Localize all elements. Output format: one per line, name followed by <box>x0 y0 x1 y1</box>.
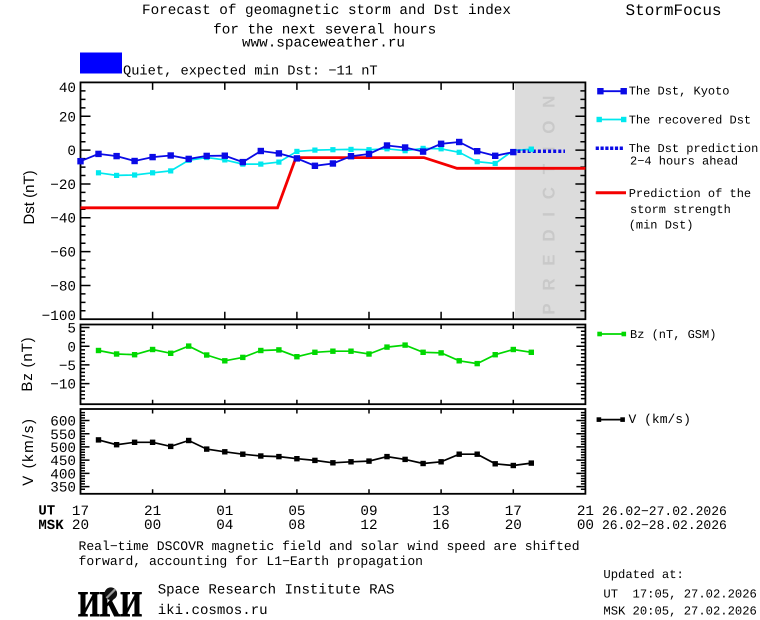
svg-text:550: 550 <box>50 428 76 444</box>
svg-text:−60: −60 <box>50 246 76 262</box>
svg-text:13: 13 <box>433 504 450 520</box>
svg-text:21: 21 <box>144 504 161 520</box>
svg-text:08: 08 <box>288 518 305 534</box>
svg-text:450: 450 <box>50 454 76 470</box>
svg-text:09: 09 <box>360 504 377 520</box>
svg-text:0: 0 <box>67 144 76 160</box>
svg-text:The Dst prediction: The Dst prediction <box>629 142 759 156</box>
svg-text:20: 20 <box>59 110 76 126</box>
svg-text:UT: UT <box>38 504 55 520</box>
svg-text:01: 01 <box>216 504 233 520</box>
svg-text:forward, accounting for L1−Ear: forward, accounting for L1−Earth propaga… <box>79 554 424 569</box>
svg-text:The recovered Dst: The recovered Dst <box>629 113 751 127</box>
svg-text:2−4 hours ahead: 2−4 hours ahead <box>630 155 738 169</box>
svg-text:Real−time DSCOVR magnetic fiel: Real−time DSCOVR magnetic field and sola… <box>79 539 580 554</box>
svg-text:Bz (nT): Bz (nT) <box>19 337 36 392</box>
svg-text:Bz (nT, GSM): Bz (nT, GSM) <box>630 328 716 342</box>
svg-text:www.spaceweather.ru: www.spaceweather.ru <box>242 36 405 52</box>
svg-text:12: 12 <box>360 518 377 534</box>
svg-text:Space Research Institute RAS: Space Research Institute RAS <box>158 582 395 598</box>
svg-text:MSK: MSK <box>38 518 64 534</box>
svg-text:05: 05 <box>288 504 305 520</box>
svg-text:600: 600 <box>50 415 76 431</box>
svg-text:350: 350 <box>50 481 76 497</box>
svg-text:−40: −40 <box>50 212 76 228</box>
svg-text:storm strength: storm strength <box>630 203 731 217</box>
svg-text:V (km/s): V (km/s) <box>629 412 691 427</box>
svg-text:Updated at:: Updated at: <box>603 568 683 582</box>
svg-text:for the next several hours: for the next several hours <box>213 22 436 38</box>
svg-text:−80: −80 <box>50 279 76 295</box>
svg-text:17: 17 <box>72 504 89 520</box>
svg-text:Forecast of geomagnetic storm: Forecast of geomagnetic storm and Dst in… <box>142 3 511 19</box>
svg-text:(min Dst): (min Dst) <box>629 218 694 232</box>
svg-text:Dst (nT): Dst (nT) <box>21 170 38 224</box>
svg-text:00: 00 <box>577 518 594 534</box>
svg-text:26.02−28.02.2026: 26.02−28.02.2026 <box>602 518 727 533</box>
svg-text:−10: −10 <box>50 378 76 394</box>
svg-text:00: 00 <box>144 518 161 534</box>
svg-text:16: 16 <box>433 518 450 534</box>
svg-text:26.02−27.02.2026: 26.02−27.02.2026 <box>602 504 727 519</box>
svg-text:−5: −5 <box>59 359 76 375</box>
svg-text:PREDICTION: PREDICTION <box>540 83 559 315</box>
svg-text:Quiet, expected min Dst: −11 n: Quiet, expected min Dst: −11 nT <box>123 65 378 80</box>
svg-text:−100: −100 <box>42 309 76 325</box>
svg-text:20: 20 <box>72 518 89 534</box>
svg-text:0: 0 <box>67 340 76 356</box>
svg-text:Prediction of the: Prediction of the <box>629 187 751 201</box>
svg-text:V (km/s): V (km/s) <box>20 417 37 485</box>
svg-text:UT: UT <box>603 588 618 602</box>
svg-text:20:05, 27.02.2026: 20:05, 27.02.2026 <box>633 604 757 618</box>
svg-text:MSK: MSK <box>603 604 626 618</box>
svg-text:400: 400 <box>50 468 76 484</box>
svg-text:iki.cosmos.ru: iki.cosmos.ru <box>158 603 268 619</box>
svg-text:21: 21 <box>577 504 594 520</box>
svg-text:17: 17 <box>505 504 522 520</box>
svg-text:40: 40 <box>59 81 76 97</box>
svg-text:17:05, 27.02.2026: 17:05, 27.02.2026 <box>633 588 757 602</box>
svg-text:04: 04 <box>216 518 233 534</box>
svg-text:StormFocus: StormFocus <box>626 2 722 20</box>
svg-text:500: 500 <box>50 441 76 457</box>
svg-text:The Dst, Kyoto: The Dst, Kyoto <box>629 85 730 99</box>
svg-text:5: 5 <box>67 322 76 338</box>
svg-text:20: 20 <box>505 518 522 534</box>
svg-text:−20: −20 <box>50 178 76 194</box>
